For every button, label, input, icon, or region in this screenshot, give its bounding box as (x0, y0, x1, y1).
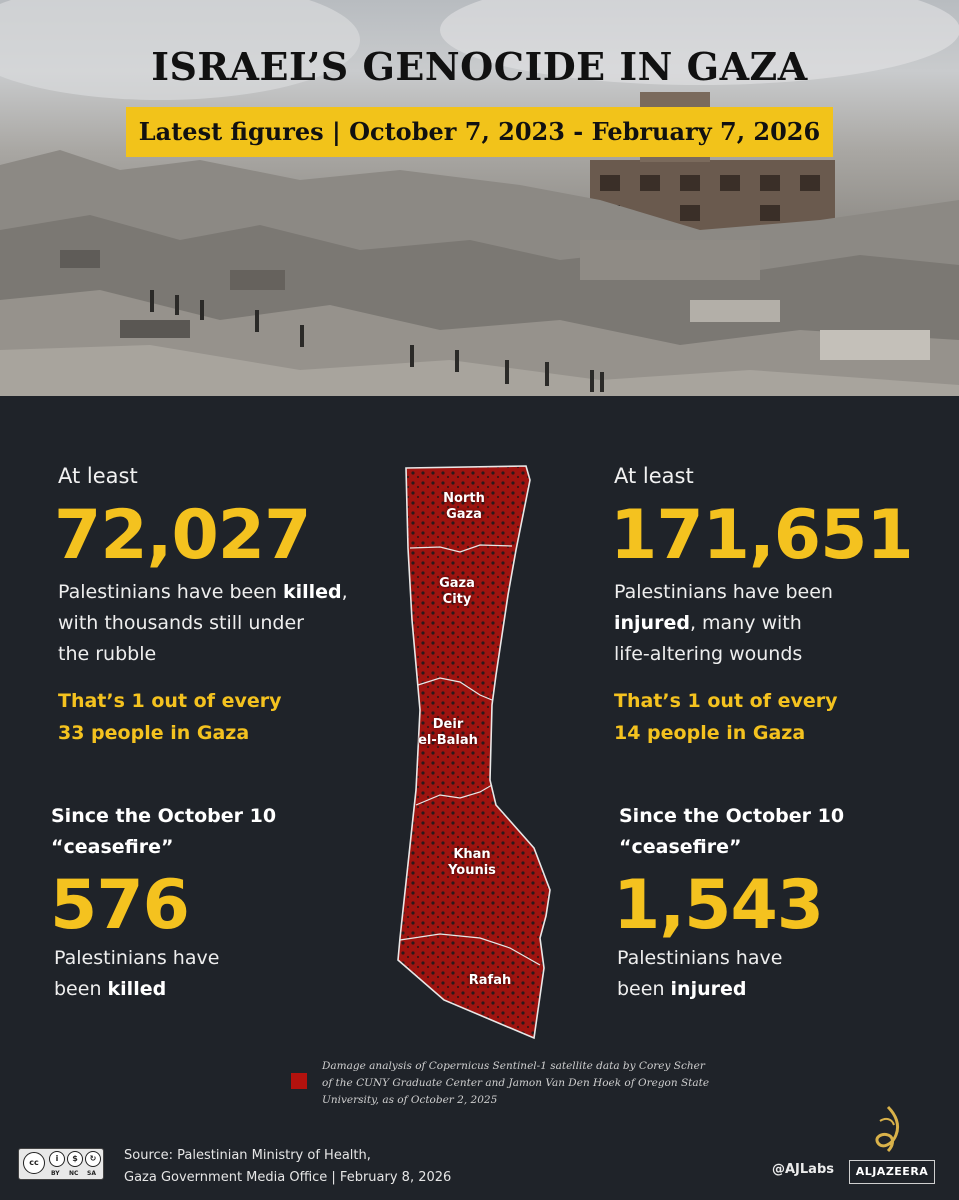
cc-nc-icon: $ (67, 1151, 83, 1167)
killed-description: Palestinians have been killed, with thou… (58, 577, 348, 670)
map-label-khan-younis: Khan Younis (448, 847, 496, 878)
map-label-north-gaza: North Gaza (443, 491, 485, 522)
killed-description-line2: with thousands still under (58, 612, 304, 634)
killed-since-ceasefire-number: 576 (50, 866, 190, 945)
killed-since-ceasefire-text: Palestinians have been killed (54, 947, 220, 1000)
injured-ratio: That’s 1 out of every 14 people in Gaza (614, 690, 838, 744)
cc-icon: cc (23, 1152, 45, 1174)
source-note: Source: Palestinian Ministry of Health, … (124, 1148, 452, 1185)
injured-since-ceasefire-number: 1,543 (613, 866, 824, 945)
killed-description-line3: the rubble (58, 643, 157, 665)
cc-by-label: BY (51, 1170, 60, 1177)
aljazeera-logo: ALJAZEERA (849, 1160, 935, 1184)
cc-sa-icon: ↻ (85, 1151, 101, 1167)
killed-description-line1: Palestinians have been killed, (58, 581, 348, 603)
killed-total-number: 72,027 (54, 496, 311, 575)
injured-total-number: 171,651 (610, 496, 914, 575)
creative-commons-badge: cc i $ ↻ BY NC SA (18, 1148, 104, 1180)
damage-legend-text: Damage analysis of Copernicus Sentinel-1… (322, 1060, 710, 1106)
aljazeera-emblem-icon (875, 1105, 900, 1153)
killed-since-ceasefire-heading: Since the October 10 “ceasefire” (51, 805, 277, 858)
injured-since-ceasefire-text: Palestinians have been injured (617, 947, 783, 1000)
injured-since-ceasefire-heading: Since the October 10 “ceasefire” (619, 805, 845, 858)
cc-by-icon: i (49, 1151, 65, 1167)
killed-lead: At least (58, 464, 138, 488)
gaza-damage-map: North Gaza Gaza City Deir el-Balah Khan Youn… (380, 460, 580, 1050)
cc-sa-label: SA (87, 1170, 96, 1177)
date-range-banner: Latest figures | October 7, 2023 - Febru… (126, 107, 833, 157)
gaza-strip-shape (397, 465, 551, 1040)
injured-lead: At least (614, 464, 694, 488)
map-label-rafah: Rafah (468, 973, 512, 988)
damage-legend-swatch (291, 1073, 307, 1089)
rubble-scene-illustration (0, 0, 959, 396)
cc-nc-label: NC (69, 1170, 79, 1177)
page-title: ISRAEL’S GENOCIDE IN GAZA (151, 44, 808, 89)
map-label-deir-el-balah: Deir el-Balah (418, 717, 478, 748)
ajlabs-handle: @AJLabs (772, 1162, 834, 1177)
killed-ratio: That’s 1 out of every 33 people in Gaza (58, 690, 282, 744)
hero-photo: ISRAEL’S GENOCIDE IN GAZA Latest figures… (0, 0, 959, 396)
map-label-gaza-city: Gaza City (439, 576, 475, 607)
gaza-outline (397, 465, 551, 1040)
injured-description: Palestinians have been injured, many wit… (614, 581, 833, 665)
